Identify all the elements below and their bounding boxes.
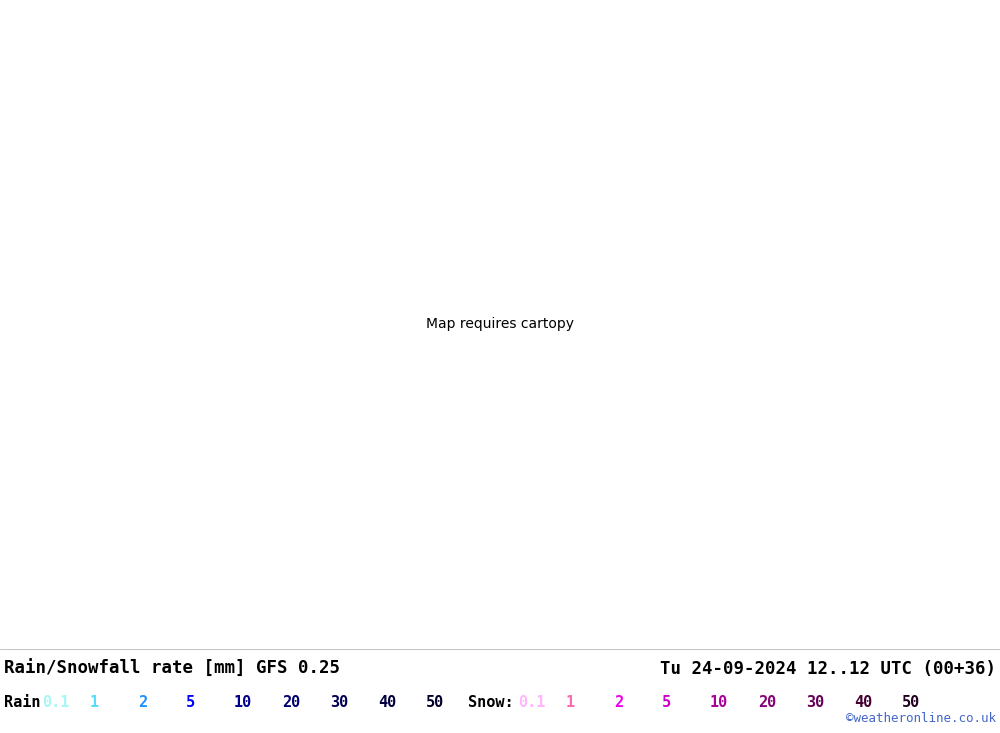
Text: 50: 50: [902, 695, 920, 710]
Text: 2: 2: [138, 695, 147, 710]
Text: ©weatheronline.co.uk: ©weatheronline.co.uk: [846, 712, 996, 725]
Text: 5: 5: [186, 695, 195, 710]
Text: 30: 30: [806, 695, 824, 710]
Text: Map requires cartopy: Map requires cartopy: [426, 317, 574, 331]
Text: 20: 20: [282, 695, 300, 710]
Text: 20: 20: [758, 695, 776, 710]
Text: 10: 10: [710, 695, 728, 710]
Text: 5: 5: [662, 695, 671, 710]
Text: 1: 1: [566, 695, 575, 710]
Text: 50: 50: [426, 695, 444, 710]
Text: Tu 24-09-2024 12..12 UTC (00+36): Tu 24-09-2024 12..12 UTC (00+36): [660, 660, 996, 678]
Text: 0.1: 0.1: [42, 695, 69, 710]
Text: 0.1: 0.1: [518, 695, 545, 710]
Text: Rain/Snowfall rate [mm] GFS 0.25: Rain/Snowfall rate [mm] GFS 0.25: [4, 660, 340, 678]
Text: 1: 1: [90, 695, 99, 710]
Text: 2: 2: [614, 695, 623, 710]
Text: Snow:: Snow:: [468, 695, 514, 710]
Text: 40: 40: [854, 695, 872, 710]
Text: 40: 40: [378, 695, 396, 710]
Text: 10: 10: [234, 695, 252, 710]
Text: 30: 30: [330, 695, 348, 710]
Text: Rain: Rain: [4, 695, 40, 710]
